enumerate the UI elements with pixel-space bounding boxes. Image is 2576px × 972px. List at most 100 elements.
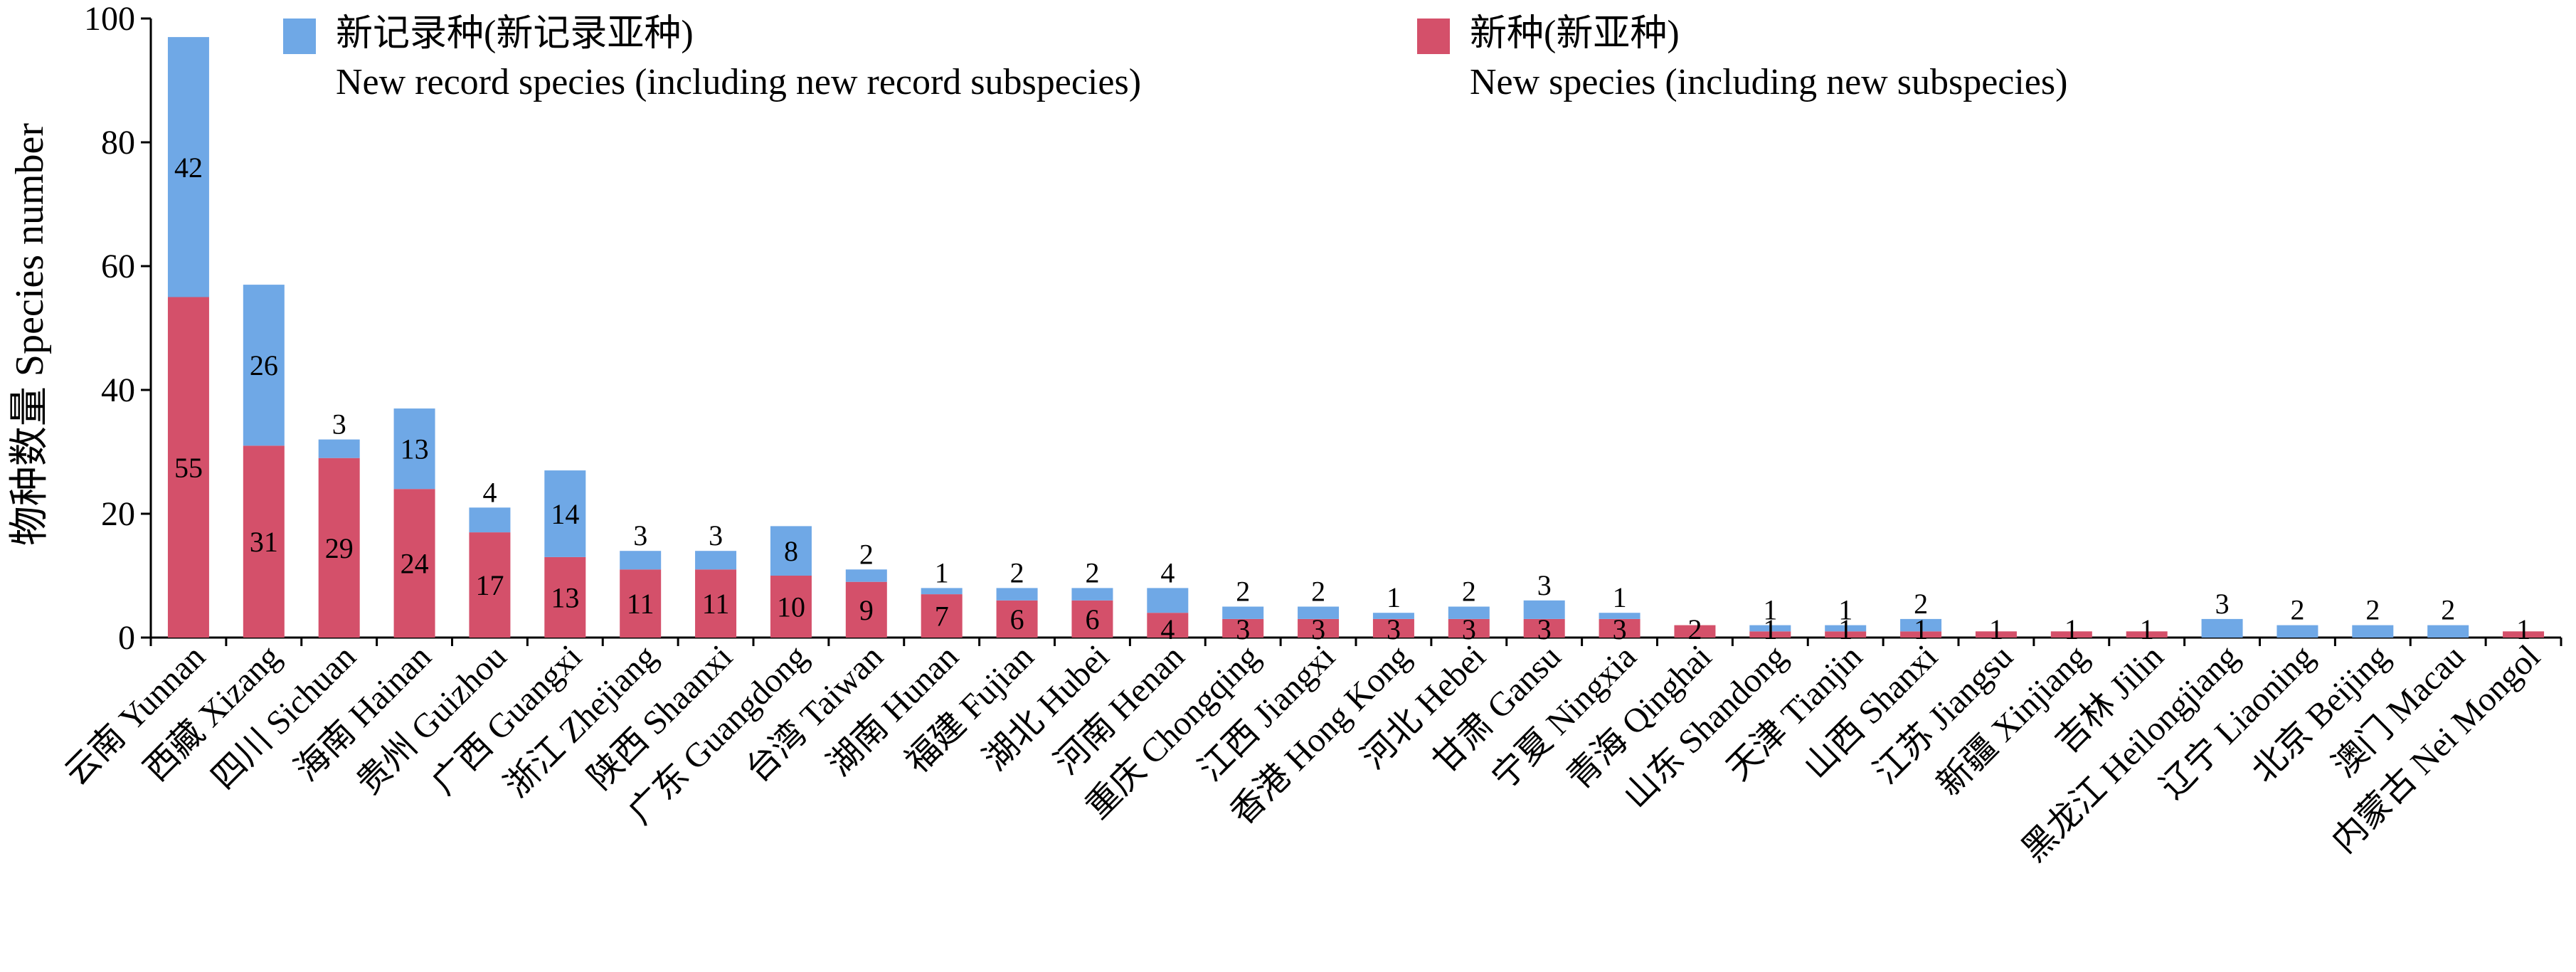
bar-segment-new-species — [167, 297, 209, 638]
data-label-new-record: 13 — [401, 433, 429, 465]
bar-segment-new-record — [1147, 588, 1189, 613]
bar-segment-new-record — [1599, 613, 1641, 619]
bar-segment-new-record — [845, 569, 887, 582]
data-label-new-record: 3 — [633, 519, 647, 551]
bar-segment-new-species — [1825, 631, 1867, 638]
bar-segment-new-species — [1900, 631, 1942, 638]
bar-segment-new-record — [770, 526, 812, 576]
y-tick-label: 0 — [118, 619, 135, 657]
data-label-new-species: 29 — [325, 532, 354, 564]
data-label-new-record: 2 — [1914, 588, 1928, 620]
bar-segment-new-species — [695, 569, 737, 638]
bar-segment-new-species — [1975, 631, 2017, 638]
data-label-new-species: 1 — [1763, 613, 1777, 645]
data-label-new-species: 3 — [1613, 613, 1627, 645]
y-tick-label: 20 — [101, 495, 135, 533]
bar-segment-new-species — [1749, 631, 1791, 638]
bar-segment-new-species — [921, 594, 963, 638]
data-label-new-species: 11 — [702, 588, 730, 620]
data-label-new-species: 3 — [1462, 613, 1476, 645]
data-label-new-record: 1 — [935, 556, 949, 588]
bar-segment-new-species — [620, 569, 662, 638]
data-label-new-record: 2 — [2441, 594, 2455, 626]
data-label-new-record: 42 — [174, 152, 203, 184]
y-tick-label: 80 — [101, 124, 135, 162]
bar-segment-new-record — [1749, 625, 1791, 632]
bar-segment-new-species — [1599, 618, 1641, 638]
data-label-new-record: 2 — [1462, 576, 1476, 608]
bar-segment-new-record — [2276, 625, 2318, 638]
bar-segment-new-record — [695, 551, 737, 570]
data-label-new-record: 1 — [1763, 594, 1777, 626]
bar-segment-new-species — [469, 532, 511, 638]
y-tick-label: 60 — [101, 248, 135, 285]
bar-segment-new-record — [2427, 625, 2469, 638]
bar-segment-new-record — [1825, 625, 1867, 632]
bar-segment-new-record — [996, 588, 1038, 601]
bar-segment-new-species — [2126, 631, 2168, 638]
y-axis-title: 物种数量 Species number — [8, 123, 52, 546]
data-label-new-record: 8 — [784, 535, 798, 567]
data-label-new-record: 3 — [1537, 569, 1552, 601]
data-label-new-record: 2 — [1236, 576, 1250, 608]
bar-segment-new-record — [1448, 606, 1490, 619]
data-label-new-record: 26 — [250, 349, 278, 381]
data-label-new-species: 3 — [1537, 613, 1552, 645]
data-label-new-species: 24 — [401, 548, 429, 580]
data-label-new-record: 2 — [2365, 594, 2380, 626]
data-label-new-record: 14 — [551, 498, 579, 530]
data-label-new-record: 1 — [1613, 581, 1627, 613]
bar-segment-new-species — [1448, 618, 1490, 638]
legend-label-new-record: 新记录种(新记录亚种) — [336, 14, 694, 54]
bars — [167, 37, 2545, 638]
legend-label-new-record-en: New record species (including new record… — [336, 62, 1141, 102]
data-label-new-species: 9 — [859, 594, 874, 626]
bar-segment-new-species — [1298, 618, 1340, 638]
data-label-new-record: 2 — [1085, 556, 1099, 588]
data-label-new-record: 4 — [482, 476, 497, 508]
bar-segment-new-species — [770, 576, 812, 638]
y-tick-label: 40 — [101, 371, 135, 409]
data-label-new-species: 13 — [551, 581, 579, 613]
data-label-new-species: 1 — [2516, 613, 2530, 645]
data-label-new-species: 6 — [1085, 603, 1099, 635]
bar-segment-new-species — [544, 556, 586, 638]
bar-segment-new-species — [1372, 618, 1414, 638]
data-label-new-species: 55 — [174, 452, 203, 484]
data-label-new-record: 4 — [1160, 556, 1175, 588]
bar-segment-new-record — [2201, 618, 2243, 638]
data-label-new-species: 3 — [1236, 613, 1250, 645]
legend: 新记录种(新记录亚种) New record species (including… — [283, 14, 2067, 102]
bar-segment-new-record — [318, 439, 360, 458]
bar-segment-new-species — [318, 458, 360, 638]
data-label-new-species: 1 — [2140, 613, 2154, 645]
value-labels: 5542312629324131741314113113108927162624… — [174, 152, 2530, 645]
data-label-new-species: 3 — [1311, 613, 1325, 645]
bar-segment-new-record — [2352, 625, 2394, 638]
data-label-new-species: 31 — [250, 526, 278, 558]
bar-segment-new-record — [1900, 618, 1942, 632]
bar-segment-new-species — [243, 445, 285, 638]
bar-segment-new-record — [243, 285, 285, 446]
legend-swatch-new-species — [1417, 19, 1450, 54]
data-label-new-record: 1 — [1838, 594, 1853, 626]
bar-segment-new-species — [1071, 600, 1113, 638]
bar-segment-new-species — [996, 600, 1038, 638]
data-label-new-species: 4 — [1160, 613, 1175, 645]
data-label-new-record: 2 — [2290, 594, 2304, 626]
bar-segment-new-species — [393, 489, 435, 638]
data-label-new-record: 2 — [1311, 576, 1325, 608]
data-label-new-species: 1 — [1838, 613, 1853, 645]
bar-segment-new-species — [2503, 631, 2545, 638]
bar-segment-new-species — [1147, 613, 1189, 638]
bar-segment-new-record — [1298, 606, 1340, 619]
data-label-new-species: 17 — [475, 569, 504, 601]
bar-segment-new-record — [1372, 613, 1414, 619]
data-label-new-species: 10 — [777, 591, 805, 623]
data-label-new-record: 3 — [2215, 588, 2230, 620]
bar-segment-new-species — [1674, 625, 1716, 638]
bar-segment-new-record — [620, 551, 662, 570]
data-label-new-record: 1 — [1387, 581, 1401, 613]
